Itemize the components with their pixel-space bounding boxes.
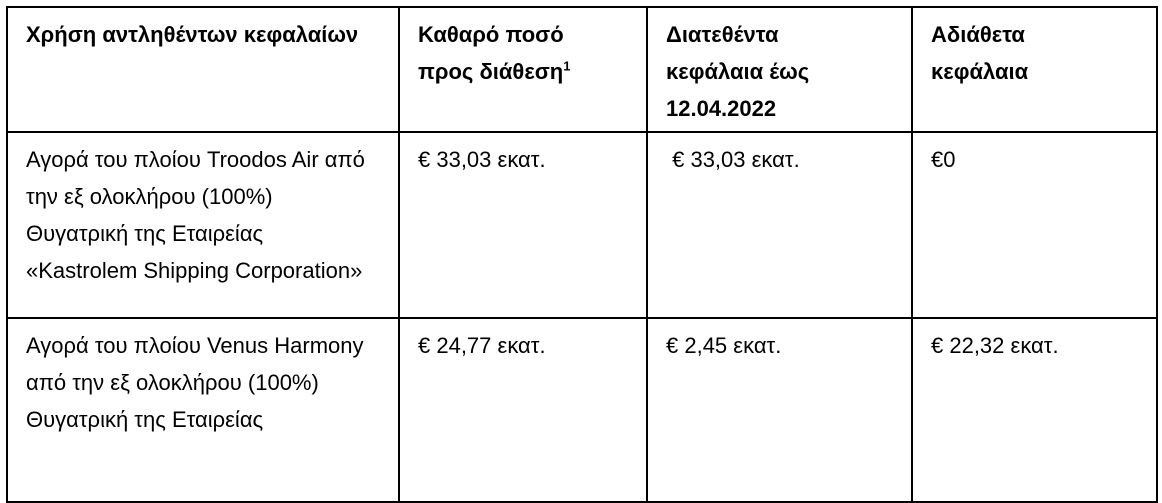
funds-use-table: Χρήση αντληθέντων κεφαλαίων Καθαρό ποσό … [6,6,1158,503]
header-text: Διατεθέντα κεφάλαια έως 12.04.2022 [666,22,810,121]
header-use-of-funds: Χρήση αντληθέντων κεφαλαίων [6,6,400,133]
cell-net-amount: € 24,77 εκατ. [398,317,648,503]
cell-description: Αγορά του πλοίου Venus Harmony από την ε… [6,317,400,503]
header-unallocated-funds: Αδιάθετα κεφάλαια [911,6,1158,133]
cell-description: Αγορά του πλοίου Troodos Air από την εξ … [6,131,400,319]
cell-unallocated: €0 [911,131,1158,319]
cell-allocated: € 33,03 εκατ. [646,131,913,319]
cell-allocated: € 2,45 εκατ. [646,317,913,503]
cell-unallocated: € 22,32 εκατ. [911,317,1158,503]
header-allocated-funds: Διατεθέντα κεφάλαια έως 12.04.2022 [646,6,913,133]
header-text: Χρήση αντληθέντων κεφαλαίων [26,22,359,47]
header-net-amount: Καθαρό ποσό προς διάθεση1 [398,6,648,133]
table-row: Αγορά του πλοίου Venus Harmony από την ε… [6,317,1158,503]
footnote-marker: 1 [563,58,571,74]
header-row: Χρήση αντληθέντων κεφαλαίων Καθαρό ποσό … [6,6,1158,133]
cell-net-amount: € 33,03 εκατ. [398,131,648,319]
header-text: Αδιάθετα κεφάλαια [931,22,1029,84]
table-row: Αγορά του πλοίου Troodos Air από την εξ … [6,131,1158,319]
header-text: Καθαρό ποσό προς διάθεση [418,22,564,84]
